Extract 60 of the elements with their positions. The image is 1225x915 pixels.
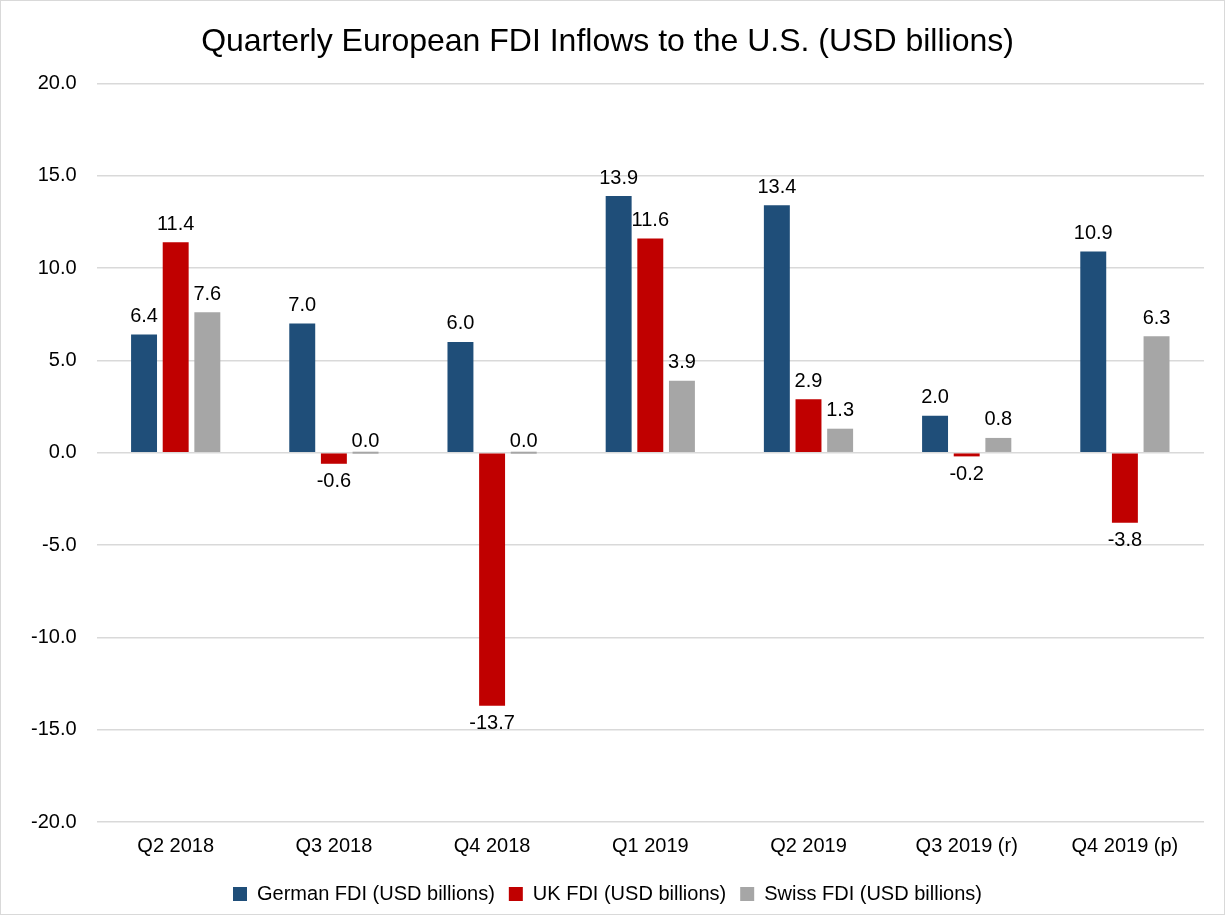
data-label: 13.4 bbox=[757, 174, 797, 197]
y-tick-label: 15.0 bbox=[37, 163, 77, 186]
data-label: 7.0 bbox=[288, 292, 317, 315]
bar bbox=[479, 453, 506, 706]
legend-label: German FDI (USD billions) bbox=[257, 881, 495, 904]
x-tick-label: Q4 2019 (p) bbox=[1071, 833, 1179, 856]
legend-label: Swiss FDI (USD billions) bbox=[764, 881, 982, 904]
x-tick-label: Q2 2018 bbox=[137, 833, 215, 856]
bar bbox=[1111, 453, 1138, 523]
bar bbox=[763, 205, 790, 452]
bar bbox=[827, 428, 854, 452]
bar bbox=[289, 323, 316, 452]
x-tick-label: Q2 2019 bbox=[770, 833, 847, 856]
legend-label: UK FDI (USD billions) bbox=[532, 881, 727, 904]
data-label: 0.0 bbox=[351, 429, 380, 452]
bar bbox=[668, 380, 695, 452]
data-label: 0.8 bbox=[984, 407, 1013, 430]
y-tick-label: -5.0 bbox=[42, 532, 77, 555]
x-tick-label: Q3 2019 (r) bbox=[915, 833, 1018, 856]
data-label: 2.9 bbox=[794, 368, 823, 391]
data-label: 6.4 bbox=[130, 304, 158, 327]
data-label: 11.4 bbox=[156, 211, 195, 234]
x-tick-label: Q3 2018 bbox=[295, 833, 373, 856]
y-tick-label: 0.0 bbox=[48, 440, 77, 463]
bar bbox=[320, 453, 347, 464]
data-label: -0.2 bbox=[949, 461, 984, 484]
x-tick-label: Q1 2019 bbox=[611, 833, 689, 856]
data-label: 2.0 bbox=[921, 385, 949, 408]
bar bbox=[447, 341, 474, 452]
data-label: 6.3 bbox=[1142, 305, 1171, 328]
bar bbox=[605, 196, 632, 452]
data-label: -0.6 bbox=[316, 469, 352, 492]
y-tick-label: -10.0 bbox=[30, 624, 77, 647]
bar bbox=[194, 312, 221, 452]
y-tick-label: -15.0 bbox=[30, 717, 77, 740]
data-label: 13.9 bbox=[599, 165, 639, 188]
data-label: 7.6 bbox=[193, 281, 222, 304]
y-tick-label: 5.0 bbox=[48, 347, 77, 370]
x-tick-label: Q4 2018 bbox=[453, 833, 531, 856]
y-tick-label: 10.0 bbox=[37, 255, 77, 278]
data-label: 10.9 bbox=[1073, 220, 1113, 243]
bar bbox=[1080, 251, 1107, 452]
bar bbox=[922, 415, 949, 452]
bar bbox=[1143, 336, 1170, 452]
data-label: 6.0 bbox=[446, 311, 475, 334]
bar bbox=[795, 399, 822, 452]
bar bbox=[637, 238, 664, 452]
bar bbox=[131, 334, 158, 452]
data-label: -13.7 bbox=[469, 711, 515, 734]
bar bbox=[953, 453, 980, 457]
data-label: 11.6 bbox=[631, 208, 670, 231]
data-label: 3.9 bbox=[668, 350, 696, 373]
bar bbox=[162, 242, 189, 452]
chart-title: Quarterly European FDI Inflows to the U.S. (USD billions) bbox=[201, 22, 1014, 59]
y-tick-label: 20.0 bbox=[37, 70, 77, 93]
data-label: -3.8 bbox=[1107, 528, 1143, 551]
bar bbox=[985, 437, 1012, 452]
y-tick-label: -20.0 bbox=[30, 809, 77, 832]
data-label: 0.0 bbox=[509, 429, 538, 452]
data-label: 1.3 bbox=[826, 398, 855, 421]
